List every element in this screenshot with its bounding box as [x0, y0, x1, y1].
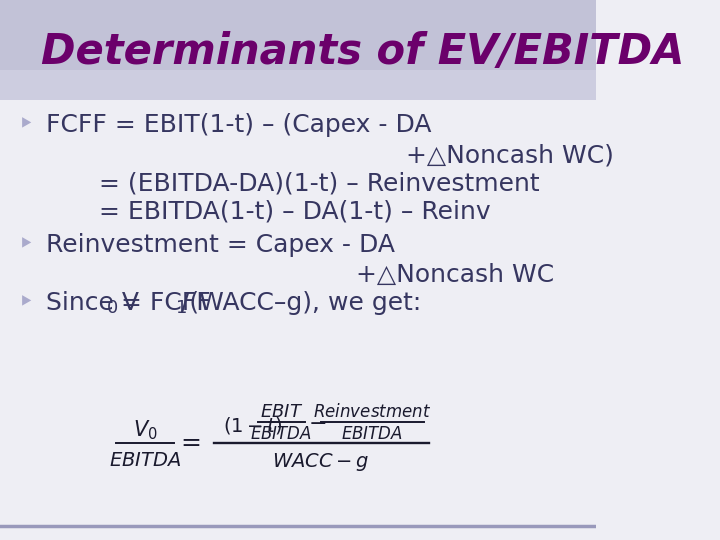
FancyBboxPatch shape — [0, 0, 596, 100]
Text: $WACC-g$: $WACC-g$ — [272, 451, 370, 473]
Text: $Reinvestment$: $Reinvestment$ — [313, 403, 431, 421]
Text: FCFF = EBIT(1-t) – (Capex - DA: FCFF = EBIT(1-t) – (Capex - DA — [45, 113, 431, 137]
Text: = EBITDA(1-t) – DA(1-t) – Reinv: = EBITDA(1-t) – DA(1-t) – Reinv — [99, 199, 491, 223]
Text: Reinvestment = Capex - DA: Reinvestment = Capex - DA — [45, 233, 395, 257]
Text: Since V: Since V — [45, 291, 138, 315]
Text: = FCFF: = FCFF — [113, 291, 211, 315]
Text: 1: 1 — [176, 299, 188, 317]
Text: $V_0$: $V_0$ — [132, 418, 157, 442]
Text: $EBIT$: $EBIT$ — [260, 403, 303, 421]
Text: +△Noncash WC): +△Noncash WC) — [405, 143, 613, 167]
Text: ‣: ‣ — [18, 231, 35, 259]
Text: $EBITDA$: $EBITDA$ — [251, 425, 312, 443]
Text: /(WACC–g), we get:: /(WACC–g), we get: — [181, 291, 421, 315]
Text: $(1-t)$: $(1-t)$ — [223, 415, 283, 436]
Text: Determinants of EV/EBITDA: Determinants of EV/EBITDA — [41, 31, 685, 73]
Text: $EBITDA$: $EBITDA$ — [341, 425, 403, 443]
Text: = (EBITDA-DA)(1-t) – Reinvestment: = (EBITDA-DA)(1-t) – Reinvestment — [99, 171, 540, 195]
Text: $-$: $-$ — [308, 412, 326, 432]
Text: +△Noncash WC: +△Noncash WC — [356, 263, 554, 287]
FancyBboxPatch shape — [0, 0, 596, 70]
Text: ‣: ‣ — [18, 111, 35, 139]
Text: =: = — [180, 431, 201, 455]
Text: $EBITDA$: $EBITDA$ — [109, 450, 181, 469]
Text: 0: 0 — [107, 299, 118, 317]
Text: ‣: ‣ — [18, 289, 35, 317]
